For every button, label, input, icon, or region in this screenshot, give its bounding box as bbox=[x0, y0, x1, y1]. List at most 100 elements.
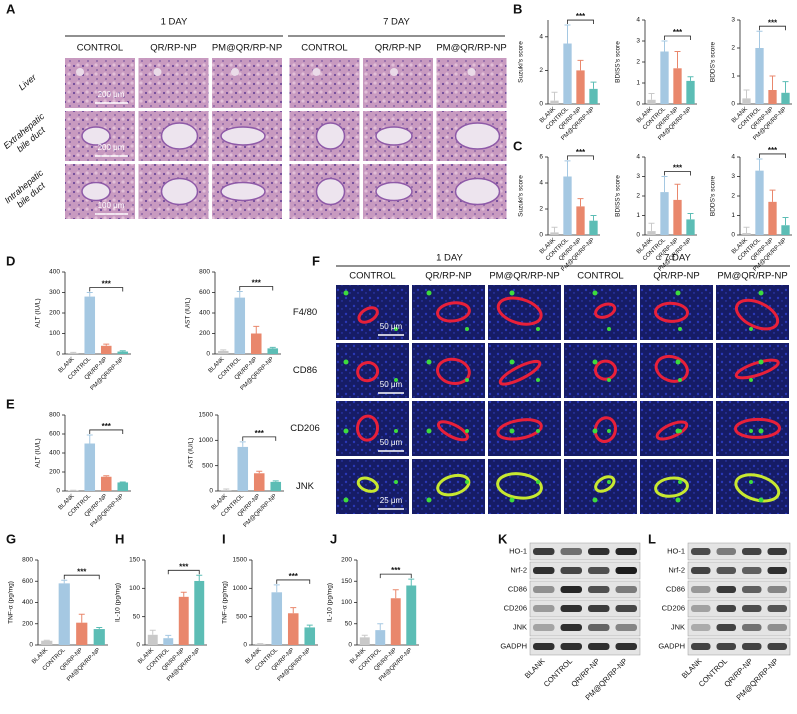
blot-band bbox=[615, 548, 637, 555]
row-label: Liver bbox=[17, 72, 39, 93]
histology-image bbox=[138, 58, 209, 108]
y-tick-label: 300 bbox=[49, 289, 60, 296]
green-signal bbox=[675, 497, 681, 503]
y-tick-label: 50 bbox=[345, 620, 353, 627]
green-signal bbox=[536, 480, 540, 484]
fluorescence-image bbox=[564, 343, 637, 398]
row-label: F4/80 bbox=[293, 307, 317, 318]
panel-letter: E bbox=[6, 396, 15, 411]
green-signal bbox=[592, 428, 598, 434]
green-signal bbox=[343, 290, 349, 296]
error-bar bbox=[687, 213, 694, 220]
green-signal bbox=[675, 290, 681, 296]
green-signal bbox=[592, 359, 598, 365]
stained-duct bbox=[496, 418, 543, 441]
significance-label: *** bbox=[768, 146, 778, 155]
bar bbox=[686, 80, 695, 104]
blot-band bbox=[560, 624, 582, 631]
group-label: 7 DAY bbox=[383, 17, 410, 28]
tissue-lumen bbox=[220, 181, 266, 202]
green-signal bbox=[426, 497, 432, 503]
error-bar bbox=[78, 613, 85, 623]
y-axis-label: ALT (IU/L) bbox=[35, 438, 42, 467]
y-axis-label: BDISS's score bbox=[615, 175, 622, 217]
error-bar bbox=[687, 76, 694, 81]
error-bar bbox=[361, 634, 368, 638]
stained-duct bbox=[734, 298, 780, 331]
vessel bbox=[312, 68, 321, 76]
bar bbox=[563, 176, 572, 235]
blot-strip bbox=[529, 637, 641, 656]
blot-band bbox=[767, 624, 787, 631]
green-signal bbox=[343, 428, 349, 434]
blot-band bbox=[742, 548, 762, 555]
significance-label: *** bbox=[768, 18, 778, 27]
bar bbox=[67, 352, 79, 354]
blot-band bbox=[615, 567, 637, 574]
error-bar bbox=[196, 574, 203, 581]
green-signal bbox=[465, 378, 469, 382]
scale-bar-label: 200 μm bbox=[98, 90, 125, 99]
protein-label: HO-1 bbox=[667, 546, 685, 555]
error-bar bbox=[119, 350, 126, 352]
green-signal bbox=[758, 290, 764, 296]
green-signal bbox=[465, 327, 469, 331]
row-label: Intrahepaticbile duct bbox=[3, 168, 53, 215]
scale-bar-label: 25 μm bbox=[380, 496, 403, 505]
significance-bracket bbox=[89, 287, 124, 292]
blot-strip bbox=[687, 618, 791, 637]
blot-band bbox=[691, 586, 711, 593]
blot-strip bbox=[529, 580, 641, 599]
y-tick-label: 0 bbox=[539, 101, 543, 108]
y-tick-label: 600 bbox=[49, 431, 60, 438]
significance-bracket bbox=[567, 155, 594, 160]
blot-band bbox=[588, 548, 610, 555]
column-label: QR/RP-NP bbox=[150, 43, 196, 54]
blot-band bbox=[615, 586, 637, 593]
column-label: QR/RP-NP bbox=[653, 271, 699, 282]
stained-duct bbox=[436, 357, 471, 386]
y-tick-label: 200 bbox=[49, 469, 60, 476]
y-tick-label: 3 bbox=[636, 38, 640, 45]
blot-band bbox=[560, 643, 582, 650]
protein-label: JNK bbox=[513, 622, 527, 631]
bar bbox=[194, 580, 205, 645]
blot-band bbox=[533, 548, 555, 555]
bar bbox=[237, 446, 249, 491]
blot-band bbox=[588, 624, 610, 631]
green-signal bbox=[343, 497, 349, 503]
bar bbox=[287, 613, 299, 645]
green-signal bbox=[426, 359, 432, 365]
fluorescence-image bbox=[488, 343, 561, 398]
tissue-lumen bbox=[454, 122, 501, 150]
error-bar bbox=[564, 24, 571, 44]
green-signal bbox=[426, 290, 432, 296]
blot-band bbox=[588, 643, 610, 650]
blot-band bbox=[615, 643, 637, 650]
bar bbox=[304, 627, 316, 645]
protein-label: CD86 bbox=[508, 584, 527, 593]
y-tick-label: 0 bbox=[136, 642, 140, 649]
error-bar bbox=[590, 215, 597, 221]
y-axis-label: Suzuki's score bbox=[518, 41, 525, 83]
green-signal bbox=[678, 480, 682, 484]
panel-letter: H bbox=[115, 531, 124, 546]
y-tick-label: 4 bbox=[636, 17, 640, 24]
stained-duct bbox=[593, 416, 617, 444]
error-bar bbox=[306, 624, 313, 628]
y-tick-label: 500 bbox=[202, 462, 213, 469]
bar bbox=[117, 482, 129, 491]
significance-label: *** bbox=[673, 28, 683, 37]
y-tick-label: 400 bbox=[49, 450, 60, 457]
blot-band bbox=[716, 567, 736, 574]
fluorescence-image bbox=[336, 343, 409, 398]
lane-label: CONTROL bbox=[542, 656, 574, 688]
bar bbox=[589, 88, 598, 104]
error-bar bbox=[86, 292, 93, 297]
vessel bbox=[390, 68, 398, 76]
stained-duct bbox=[734, 358, 780, 380]
